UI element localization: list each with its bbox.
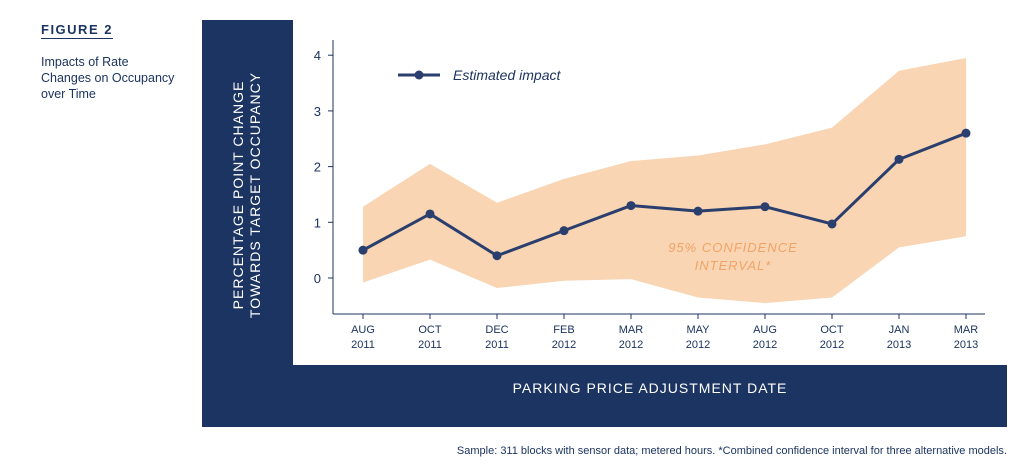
x-tick-label-month: OCT [418, 324, 442, 336]
y-tick-label: 4 [314, 48, 321, 63]
figure-label: FIGURE 2 [41, 22, 113, 39]
figure-caption: Impacts of Rate Changes on Occupancy ove… [41, 55, 175, 101]
x-tick-label-month: AUG [753, 324, 777, 336]
y-tick-label: 1 [314, 215, 321, 230]
y-tick-label: 2 [314, 160, 321, 175]
x-tick-label-year: 2012 [619, 339, 643, 351]
data-point [894, 154, 904, 164]
x-tick-label-year: 2011 [351, 339, 375, 351]
x-axis-title: PARKING PRICE ADJUSTMENT DATE [512, 380, 788, 396]
legend-marker [414, 70, 424, 80]
data-point [559, 226, 569, 236]
x-tick-label-month: OCT [820, 324, 844, 336]
series-line-estimated-impact [362, 131, 967, 258]
x-tick-label-month: AUG [351, 324, 375, 336]
data-point [626, 201, 636, 211]
confidence-band-label-line1: 95% CONFIDENCE [668, 240, 798, 255]
x-tick-label-year: 2012 [552, 339, 576, 351]
x-tick-label-year: 2013 [887, 339, 911, 351]
data-point [760, 202, 770, 212]
data-point [961, 128, 971, 138]
confidence-band-label-line2: INTERVAL* [695, 258, 772, 273]
y-tick-label: 0 [314, 271, 321, 286]
x-tick-label-month: DEC [485, 324, 508, 336]
x-tick-label-month: MAY [686, 324, 710, 336]
data-point [358, 245, 368, 255]
x-tick-label-year: 2013 [954, 339, 978, 351]
x-tick-label-month: MAR [954, 324, 979, 336]
y-tick-label: 3 [314, 104, 321, 119]
x-tick-label-year: 2012 [753, 339, 777, 351]
x-tick-label-year: 2012 [820, 339, 844, 351]
x-tick-label-year: 2011 [485, 339, 509, 351]
x-tick-label-month: FEB [553, 324, 574, 336]
confidence-band [363, 57, 966, 304]
data-point [693, 206, 703, 216]
footnote: Sample: 311 blocks with sensor data; met… [456, 445, 1007, 457]
x-tick-label-month: MAR [619, 324, 644, 336]
x-tick-label-month: JAN [889, 324, 910, 336]
data-point [827, 219, 837, 229]
legend-label: Estimated impact [453, 67, 561, 83]
data-point [425, 209, 435, 219]
data-point [492, 251, 502, 261]
x-tick-label-year: 2012 [686, 339, 710, 351]
x-tick-label-year: 2011 [418, 339, 442, 351]
